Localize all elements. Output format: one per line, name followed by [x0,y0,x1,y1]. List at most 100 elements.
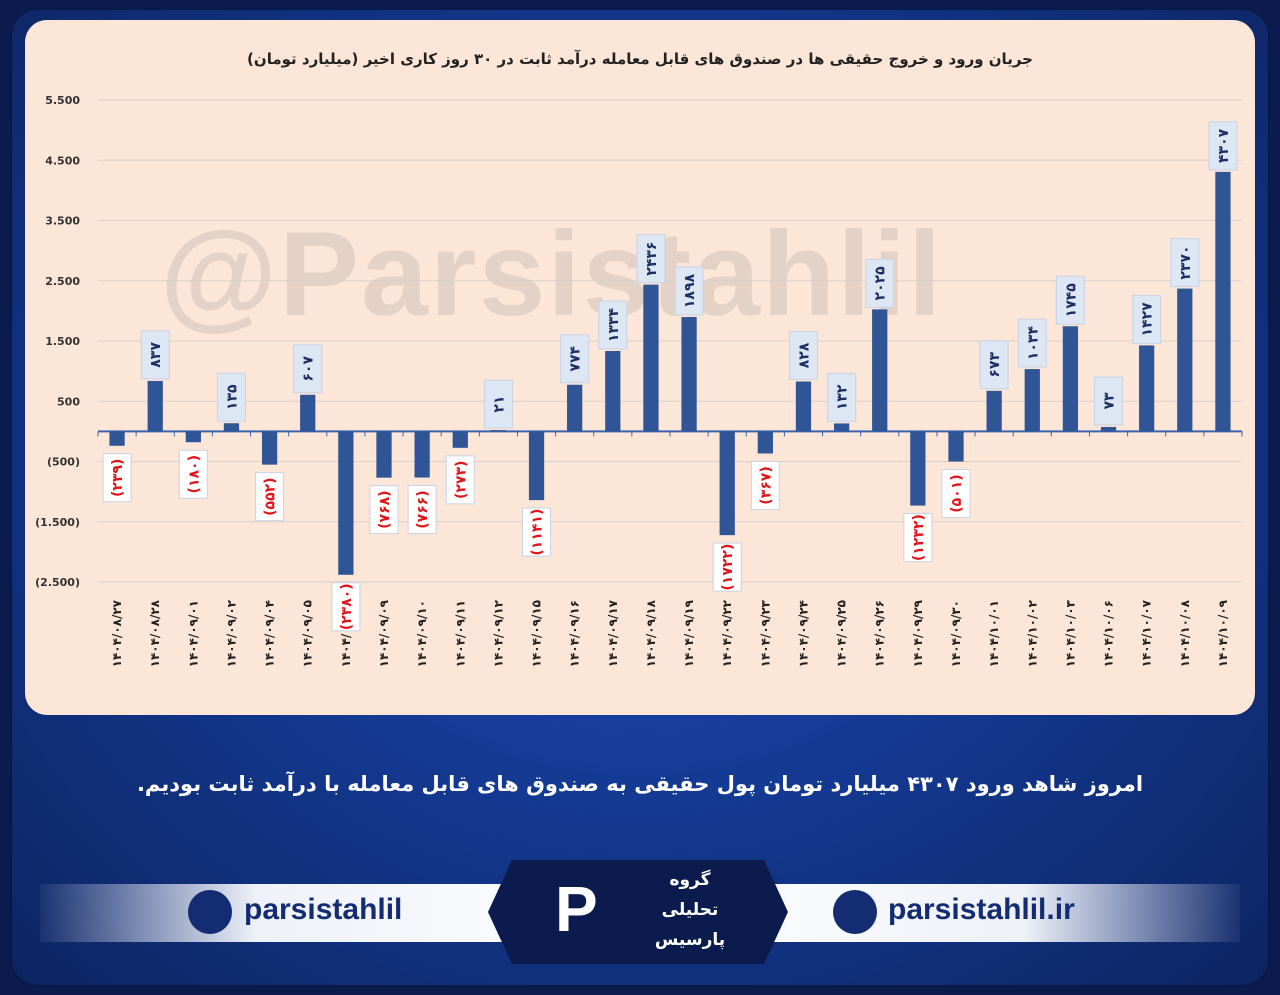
bar [795,381,812,432]
website: parsistahlil.ir [888,893,1075,926]
value-label: (۲۳۸۰) [339,583,355,630]
value-label-box [979,340,1009,390]
value-label: ۱۳۲ [835,384,851,410]
x-tick-label: ۱۴۰۴/۰۹/۱۹ [682,599,696,667]
bar [872,309,888,432]
value-label-box [788,330,818,380]
bar [643,284,659,432]
bar [528,431,545,501]
value-label-box [1170,238,1200,288]
value-label: ۴۳۰۷ [1216,128,1232,163]
value-label: ۱۴۲۷ [1140,302,1156,337]
logo-text: گروه [669,870,711,890]
x-tick-label: ۱۴۰۴/۰۹/۲۶ [873,600,887,667]
telegram-icon [188,890,232,934]
value-label: ۱۰۳۴ [1025,326,1041,361]
x-tick-label: ۱۴۰۴/۰۹/۱۵ [530,600,544,667]
value-label: (۳۶۷) [758,466,774,504]
value-label: ۸۳۷ [148,342,164,368]
value-label-box [255,472,285,522]
bar [109,431,125,446]
telegram-handle: parsistahlil [244,893,403,926]
value-label: ۷۷۴ [568,345,584,371]
x-tick-label: ۱۴۰۴/۰۹/۰۹ [377,599,391,667]
bar [1100,426,1117,432]
y-tick-label: 2.500 [45,275,80,288]
value-label: (۱۷۲۲) [720,544,736,591]
x-tick-label: ۱۴۰۴/۰۹/۱۶ [568,600,582,667]
value-label-box [712,542,742,592]
y-tick-label: 5.500 [45,94,80,107]
value-label-box [293,344,323,394]
value-label: ۶۰۷ [301,356,317,382]
y-tick-label: (1.500) [35,516,80,529]
value-label: (۲۷۳) [453,461,469,499]
value-label-box [369,485,399,535]
value-label-box [140,330,170,380]
value-label: ۱۸۹۸ [682,273,698,308]
y-tick-label: 1.500 [45,335,80,348]
bar [605,351,621,432]
logo-text: تحلیلی [661,900,719,920]
value-label: ۲۳۷۰ [1178,245,1194,279]
chart: (2.500) (1.500) (500) 500 1.500 2.500 3.500 4.5… [35,94,1243,667]
x-tick-label: ۱۴۰۴/۰۹/۳۰ [949,600,963,667]
value-label: (۱۱۴۱) [530,509,546,556]
value-label: ۱۷۴۵ [1063,283,1079,318]
y-tick-label: (2.500) [35,576,80,589]
bar [147,380,163,432]
value-label: ۲۴۳۶ [644,242,660,276]
value-label-box [674,266,704,316]
value-label-box [1208,121,1238,171]
value-label-box [1132,294,1162,344]
bar [719,431,735,536]
x-tick-label: ۱۴۰۴/۰۹/۰۴ [263,600,277,667]
bar [986,390,1002,432]
value-label-box [331,582,361,632]
y-tick-label: 4.500 [45,154,80,167]
bar [1062,326,1079,432]
value-label-box [407,485,437,535]
value-label-box [178,449,208,499]
bar [567,384,583,432]
value-label-box [827,372,857,422]
logo-mark: P [555,873,598,945]
x-tick-label: ۱۴۰۴/۰۹/۰۲ [224,599,238,667]
x-tick-label: ۱۴۰۴/۰۹/۱۱ [453,600,467,667]
web-icon [833,890,877,934]
x-tick-label: ۱۴۰۴/۰۹/۱۷ [606,599,620,667]
value-label: (۱۲۳۲) [911,514,927,561]
x-tick-label: ۱۴۰۴/۰۹/۱۸ [644,599,658,667]
bar [223,423,240,432]
x-tick-label: ۱۴۰۴/۰۹/۲۳ [758,599,772,667]
x-tick-label: ۱۴۰۴/۰۹/۲۴ [796,600,810,667]
value-label-box [865,258,895,308]
logo-text: پارسیس [654,930,726,950]
value-label-box [560,334,590,384]
value-label: (۲۳۹) [110,459,126,497]
chart-title: جریان ورود و خروج حقیقی ها در صندوق های … [247,50,1033,68]
x-tick-label: ۱۴۰۴/۰۹/۰۱ [186,600,200,667]
value-label-box [598,300,628,350]
value-label-box [445,455,475,505]
value-label-box [636,234,666,284]
value-label-box [1017,318,1047,368]
value-label-box [903,513,933,563]
y-tick-label: 500 [57,395,80,408]
watermark: @Parsistahlil [160,207,944,341]
x-tick-label: ۱۴۰۴/۱۰/۰۲ [1025,599,1039,667]
bar [833,423,850,432]
bar [490,430,507,432]
x-tick-label: ۱۴۰۴/۰۹/۲۵ [835,600,849,667]
bar [452,431,468,448]
value-label: ۸۲۸ [796,342,812,368]
bar [757,431,773,454]
x-tick-label: ۱۴۰۴/۰۸/۲۷ [110,599,124,667]
x-tick-label: ۱۴۰۴/۰۹/۲۲ [720,599,734,667]
bar [414,431,430,478]
x-tick-label: ۱۴۰۴/۰۹/۲۹ [911,599,925,667]
value-label: (۱۸۰) [186,455,202,493]
bar [681,317,697,432]
bar [910,431,926,506]
